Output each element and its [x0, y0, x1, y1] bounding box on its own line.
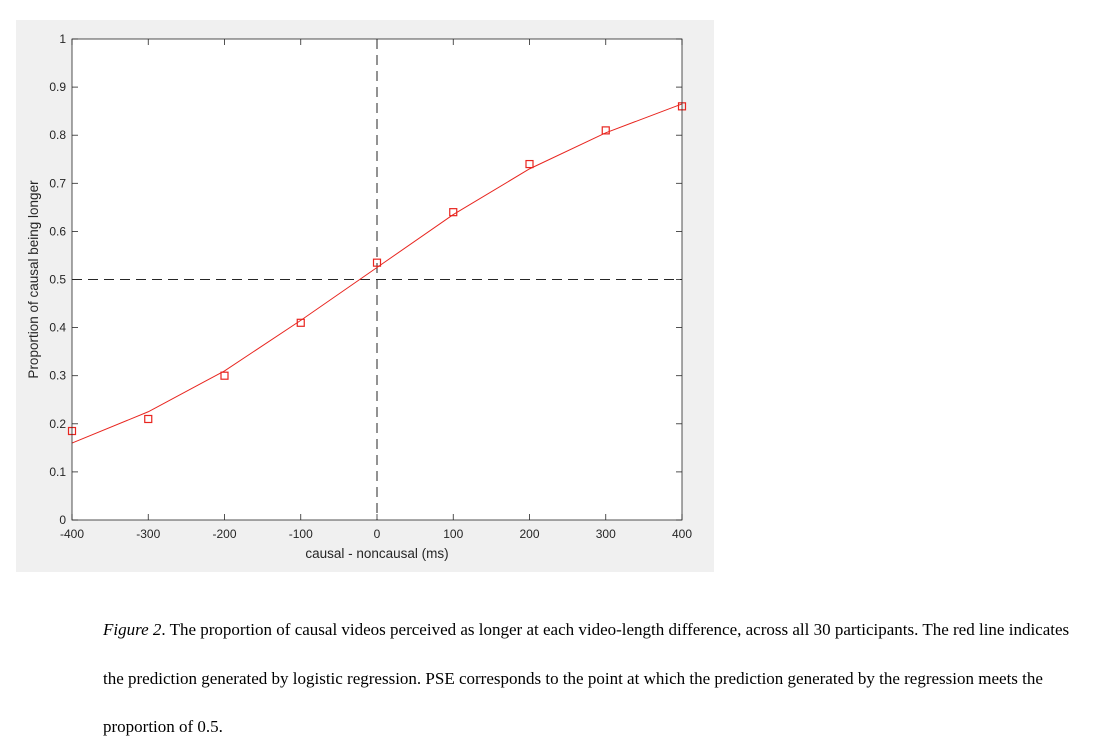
y-tick-label: 0.1: [49, 465, 66, 479]
reference-lines: [72, 39, 682, 520]
data-point: [296, 318, 305, 327]
caption-label: Figure 2: [103, 620, 162, 639]
x-tick-label: 0: [374, 527, 381, 541]
x-tick-label: -100: [289, 527, 313, 541]
data-point: [525, 159, 534, 169]
y-tick-label: 0.4: [49, 321, 66, 335]
x-tick-label: -200: [212, 527, 236, 541]
caption-text: . The proportion of causal videos percei…: [103, 620, 1070, 736]
data-point: [144, 414, 153, 424]
x-tick-label: 400: [672, 527, 692, 541]
data-markers: [67, 102, 687, 436]
axis-ticks: [71, 38, 683, 521]
y-tick-label: 0.9: [49, 80, 66, 94]
data-point: [220, 371, 229, 380]
x-tick-label: 200: [519, 527, 539, 541]
x-tick-labels: -400 -300 -200 -100 0 100 200 300 400: [60, 527, 692, 541]
y-tick-label: 1: [59, 32, 66, 46]
data-point: [449, 208, 458, 217]
y-tick-label: 0.6: [49, 224, 66, 238]
y-tick-label: 0.7: [49, 176, 66, 190]
y-tick-label: 0.8: [49, 128, 66, 142]
data-point: [372, 258, 382, 267]
y-tick-label: 0: [59, 513, 66, 527]
figure-caption: Figure 2. The proportion of causal video…: [103, 606, 1093, 752]
regression-line: [71, 103, 683, 444]
x-tick-label: 100: [443, 527, 463, 541]
y-tick-label: 0.3: [49, 369, 66, 383]
y-tick-labels: 0 0.1 0.2 0.3 0.4 0.5 0.6 0.7 0.8 0.9 1: [49, 32, 66, 527]
x-axis-label: causal - noncausal (ms): [305, 546, 448, 561]
y-tick-label: 0.5: [49, 273, 66, 287]
data-point: [601, 126, 610, 135]
y-axis-label: Proportion of causal being longer: [26, 180, 41, 379]
x-tick-label: -300: [136, 527, 160, 541]
y-tick-label: 0.2: [49, 417, 66, 431]
x-tick-label: 300: [596, 527, 616, 541]
x-tick-label: -400: [60, 527, 84, 541]
regression-line-group: [71, 103, 683, 444]
